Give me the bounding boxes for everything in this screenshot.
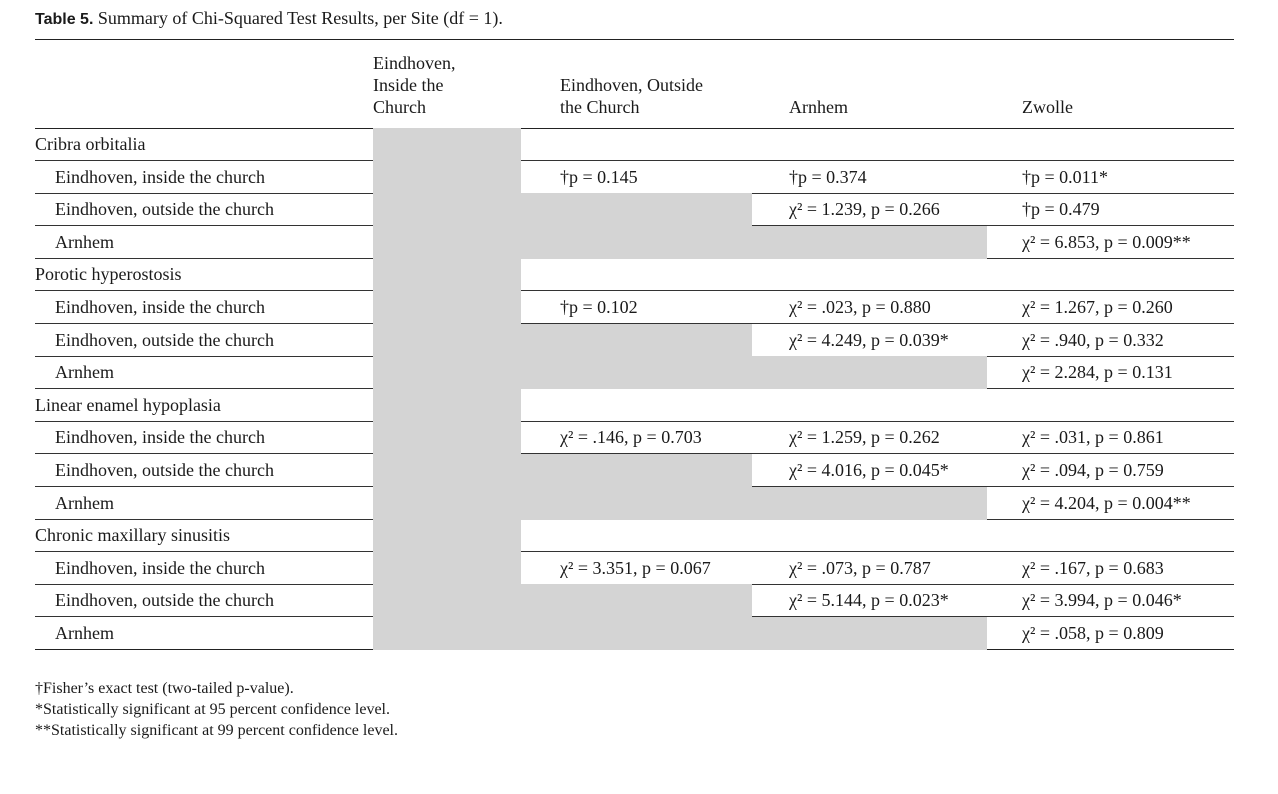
table-caption: Table 5. Summary of Chi-Squared Test Res… — [35, 8, 503, 29]
shaded-cell — [373, 128, 521, 161]
row-label: Eindhoven, inside the church — [55, 166, 265, 187]
group-label: Chronic maxillary sinusitis — [35, 525, 230, 546]
shaded-cell — [373, 551, 521, 585]
table-title: Summary of Chi-Squared Test Results, per… — [97, 8, 503, 28]
value-cell: χ² = .146, p = 0.703 — [560, 427, 702, 448]
group-label: Porotic hyperostosis — [35, 264, 182, 285]
row-label: Arnhem — [55, 492, 114, 513]
table-row: Eindhoven, inside the church χ² = 3.351, … — [35, 551, 1234, 585]
table-row: Eindhoven, outside the church χ² = 5.144,… — [35, 584, 1234, 618]
table-row: Arnhem χ² = 2.284, p = 0.131 — [35, 356, 1234, 390]
shaded-cell — [373, 291, 521, 324]
column-header-zwolle: Zwolle — [1022, 97, 1073, 117]
value-cell: χ² = 3.994, p = 0.046* — [1022, 590, 1182, 611]
column-header-eindhoven-outside: Eindhoven, Outside the Church — [560, 75, 703, 117]
table-row: Arnhem χ² = 4.204, p = 0.004** — [35, 486, 1234, 520]
row-label: Eindhoven, inside the church — [55, 557, 265, 578]
value-cell: †p = 0.374 — [789, 166, 867, 187]
shaded-cell — [373, 225, 987, 259]
row-label: Eindhoven, outside the church — [55, 329, 274, 350]
table-row: Eindhoven, inside the church χ² = .146, p… — [35, 421, 1234, 455]
table-header: Eindhoven, Inside the Church Eindhoven, … — [35, 39, 1234, 129]
value-cell: †p = 0.145 — [560, 166, 638, 187]
table-row: Eindhoven, outside the church χ² = 4.016,… — [35, 454, 1234, 487]
table-row: Arnhem χ² = .058, p = 0.809 — [35, 617, 1234, 650]
shaded-cell — [373, 584, 752, 618]
shaded-cell — [373, 193, 752, 227]
shaded-cell — [373, 258, 521, 292]
value-cell: χ² = 1.239, p = 0.266 — [789, 199, 940, 220]
group-label: Linear enamel hypoplasia — [35, 394, 221, 415]
table-row: Eindhoven, inside the church †p = 0.102 χ²… — [35, 291, 1234, 324]
table-label: Table 5. — [35, 11, 94, 28]
row-label: Eindhoven, outside the church — [55, 199, 274, 220]
table-row: Eindhoven, outside the church χ² = 4.249,… — [35, 323, 1234, 357]
value-cell: χ² = 5.144, p = 0.023* — [789, 590, 949, 611]
shaded-cell — [373, 421, 521, 455]
shaded-cell — [373, 454, 752, 487]
table-top-rule — [35, 39, 1234, 40]
group-header-row: Porotic hyperostosis — [35, 258, 1234, 292]
shaded-cell — [373, 160, 521, 194]
footnote-fisher: †Fisher’s exact test (two-tailed p-value… — [35, 680, 294, 697]
value-cell: χ² = .073, p = 0.787 — [789, 557, 931, 578]
row-label: Arnhem — [55, 362, 114, 383]
table-row: Eindhoven, inside the church †p = 0.145 †p… — [35, 160, 1234, 194]
value-cell: χ² = 4.249, p = 0.039* — [789, 329, 949, 350]
shaded-cell — [373, 519, 521, 553]
value-cell: χ² = .023, p = 0.880 — [789, 297, 931, 317]
row-label: Eindhoven, inside the church — [55, 427, 265, 448]
value-cell: χ² = .031, p = 0.861 — [1022, 427, 1164, 448]
value-cell: χ² = 6.853, p = 0.009** — [1022, 231, 1191, 252]
value-cell: χ² = 1.259, p = 0.262 — [789, 427, 940, 448]
footnote-95: *Statistically significant at 95 percent… — [35, 701, 390, 718]
shaded-cell — [373, 617, 987, 650]
group-header-row: Chronic maxillary sinusitis — [35, 519, 1234, 553]
shaded-cell — [373, 388, 521, 422]
value-cell: χ² = 4.204, p = 0.004** — [1022, 492, 1191, 513]
value-cell: †p = 0.102 — [560, 297, 638, 317]
value-cell: χ² = .058, p = 0.809 — [1022, 623, 1164, 643]
table-footnotes: †Fisher’s exact test (two-tailed p-value… — [35, 678, 398, 741]
table-row: Eindhoven, outside the church χ² = 1.239,… — [35, 193, 1234, 227]
column-header-arnhem: Arnhem — [789, 97, 848, 117]
group-header-row: Cribra orbitalia — [35, 128, 1234, 161]
shaded-cell — [373, 323, 752, 357]
group-label: Cribra orbitalia — [35, 134, 146, 154]
column-header-eindhoven-inside: Eindhoven, Inside the Church — [373, 53, 456, 117]
value-cell: χ² = .940, p = 0.332 — [1022, 329, 1164, 350]
value-cell: χ² = 2.284, p = 0.131 — [1022, 362, 1173, 383]
footnote-99: **Statistically significant at 99 percen… — [35, 722, 398, 739]
row-label: Arnhem — [55, 623, 114, 643]
group-header-row: Linear enamel hypoplasia — [35, 388, 1234, 422]
row-label: Eindhoven, outside the church — [55, 590, 274, 611]
value-cell: †p = 0.011* — [1022, 166, 1108, 187]
value-cell: †p = 0.479 — [1022, 199, 1100, 220]
value-cell: χ² = .094, p = 0.759 — [1022, 460, 1164, 480]
table-row: Arnhem χ² = 6.853, p = 0.009** — [35, 225, 1234, 259]
value-cell: χ² = 1.267, p = 0.260 — [1022, 297, 1173, 317]
row-label: Eindhoven, inside the church — [55, 297, 265, 317]
value-cell: χ² = 4.016, p = 0.045* — [789, 460, 949, 480]
shaded-cell — [373, 486, 987, 520]
shaded-cell — [373, 356, 987, 390]
value-cell: χ² = 3.351, p = 0.067 — [560, 557, 711, 578]
value-cell: χ² = .167, p = 0.683 — [1022, 557, 1164, 578]
row-label: Arnhem — [55, 231, 114, 252]
row-label: Eindhoven, outside the church — [55, 460, 274, 480]
